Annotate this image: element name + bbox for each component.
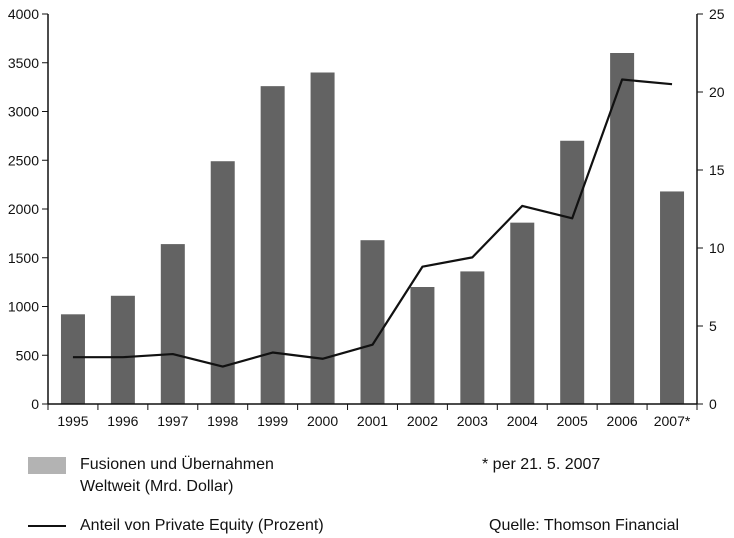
source-note: Quelle: Thomson Financial [489,517,680,534]
bar-legend-swatch [28,457,66,474]
bar-2002 [410,287,435,404]
tick-labels-group: 0 500 1000 1500 2000 2500 3000 3500 4000 0 5 10 15 20… [8,6,725,429]
left-tick-label: 4000 [8,6,39,22]
bars-group [60,53,685,405]
right-tick-label: 25 [709,6,725,22]
right-tick-label: 5 [709,318,717,334]
bar-2006 [610,53,635,404]
x-tick-label: 2007* [654,413,691,429]
x-tick-label: 1995 [57,413,88,429]
x-tick-label: 1996 [107,413,138,429]
bar-2000 [310,72,335,404]
bar-2005 [560,140,585,404]
bar-legend-label-line1: Fusionen und Übernahmen [80,456,274,473]
bar-2004 [510,222,535,404]
right-tick-label: 10 [709,240,725,256]
x-tick-label: 2000 [307,413,338,429]
right-tick-label: 15 [709,162,725,178]
right-tick-label: 20 [709,84,725,100]
left-tick-label: 1500 [8,250,39,266]
x-tick-label: 2002 [407,413,438,429]
bar-1996 [110,295,135,404]
bar-legend-label: Fusionen und Übernahmen Weltweit (Mrd. D… [80,454,274,498]
x-tick-label: 2006 [607,413,638,429]
bar-1999 [260,86,285,405]
x-tick-label: 2003 [457,413,488,429]
bar-1995 [60,314,85,404]
chart: 0 500 1000 1500 2000 2500 3000 3500 4000 0 5 10 15 20… [8,6,725,429]
bar-2001 [360,240,385,404]
bar-2007 [660,191,685,404]
x-tick-label: 2001 [357,413,388,429]
x-tick-label: 2005 [557,413,588,429]
x-tick-label: 2004 [507,413,538,429]
right-tick-label: 0 [709,396,717,412]
axes-group [42,13,703,410]
left-tick-label: 0 [31,396,39,412]
left-tick-label: 3000 [8,104,39,120]
x-tick-label: 1999 [257,413,288,429]
line-legend-label: Anteil von Private Equity (Prozent) [80,517,324,534]
footnote: * per 21. 5. 2007 [482,456,601,473]
line-legend-swatch [28,525,66,527]
left-tick-label: 2000 [8,201,39,217]
bar-2003 [460,271,485,404]
left-tick-label: 1000 [8,299,39,315]
bar-1997 [160,244,185,404]
left-tick-label: 500 [16,347,40,363]
bar-legend-label-line2: Weltweit (Mrd. Dollar) [80,478,234,495]
left-tick-label: 3500 [8,55,39,71]
left-tick-label: 2500 [8,152,39,168]
x-tick-label: 1997 [157,413,188,429]
line-series-group [72,78,673,368]
x-tick-label: 1998 [207,413,238,429]
